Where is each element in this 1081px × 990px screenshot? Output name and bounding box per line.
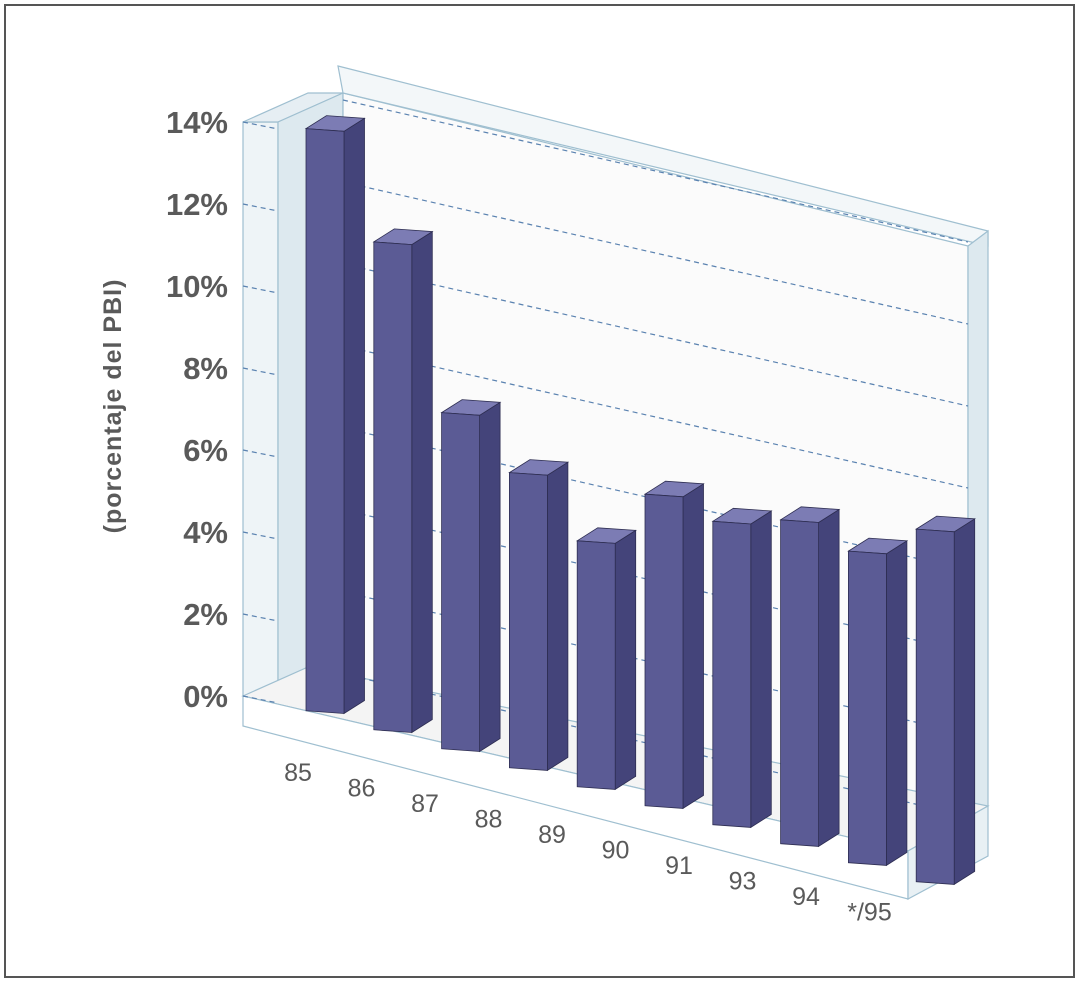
bar-side-86 <box>411 230 433 734</box>
bar-90 <box>643 480 705 810</box>
x-tick-label: 94 <box>792 883 820 911</box>
bar-side-87 <box>479 401 501 753</box>
bar-side-90 <box>682 483 704 810</box>
bar-front-85 <box>305 128 345 714</box>
bar-side-94 <box>886 540 908 867</box>
gridline-back <box>342 181 969 325</box>
bar-front-*/95 <box>915 528 955 885</box>
x-tick-label: 88 <box>475 806 503 834</box>
bar-front-88 <box>508 472 548 771</box>
gridline-left <box>242 203 279 212</box>
x-tick-label: 91 <box>665 852 693 880</box>
bar-side-89 <box>614 529 637 791</box>
gridline-back <box>342 263 969 407</box>
bar-front-94 <box>848 550 887 866</box>
gridline-left <box>242 613 279 622</box>
y-axis-ticks: 0% 2% 4% 6% 8% 10% 12% 14% <box>166 105 228 714</box>
bar-89 <box>575 527 637 791</box>
bar-side-93 <box>818 508 840 848</box>
gridline-back <box>342 345 969 489</box>
x-tick-label: 89 <box>538 821 566 849</box>
gridline-left <box>242 695 279 704</box>
y-tick-label: 4% <box>183 515 228 550</box>
chart-frame: 0% 2% 4% 6% 8% 10% 12% 14% 85 86 87 88 89 90 91 93 94 */… <box>4 4 1075 978</box>
bar-87 <box>440 399 502 753</box>
x-tick-label: 93 <box>729 868 757 896</box>
bar-86 <box>372 228 434 734</box>
bar-side-*/95 <box>953 518 976 886</box>
x-tick-label: */95 <box>847 899 891 927</box>
bar-side-85 <box>343 117 365 715</box>
y-tick-label: 6% <box>183 433 228 468</box>
bar-front-89 <box>576 540 616 790</box>
gridline-back <box>342 99 969 243</box>
y-tick-label: 10% <box>166 269 228 304</box>
bar-94 <box>847 537 909 867</box>
bar-front-87 <box>441 412 481 752</box>
y-tick-label: 2% <box>183 597 228 632</box>
gridline-left <box>242 121 279 130</box>
bar-front-90 <box>644 493 684 809</box>
bar-93 <box>779 506 841 848</box>
bar-85 <box>304 115 366 715</box>
bar-88 <box>508 459 570 772</box>
left-wall-front <box>242 121 279 704</box>
bar-side-88 <box>547 461 569 772</box>
y-tick-label: 0% <box>183 679 228 714</box>
x-tick-label: 86 <box>348 775 376 803</box>
bar-*/95 <box>914 515 976 886</box>
y-tick-label: 12% <box>166 187 228 222</box>
bar-side-91 <box>750 510 772 829</box>
gridline-left <box>242 367 279 376</box>
gridline-left <box>242 531 279 540</box>
x-tick-label: 90 <box>602 837 630 865</box>
bar-front-86 <box>373 241 413 733</box>
y-axis-label: (porcentaje del PBI) <box>99 279 127 534</box>
bar-front-93 <box>780 519 819 847</box>
bar-front-91 <box>712 520 752 828</box>
y-tick-label: 14% <box>166 105 228 140</box>
chart-bars <box>304 115 976 886</box>
gridline-left <box>242 285 279 294</box>
y-tick-label: 8% <box>183 351 228 386</box>
x-axis-ticks: 85 86 87 88 89 90 91 93 94 */95 <box>284 759 892 927</box>
x-tick-label: 87 <box>411 790 439 818</box>
bar-91 <box>711 507 773 829</box>
gridline-left <box>242 449 279 458</box>
bar-chart-3d: 0% 2% 4% 6% 8% 10% 12% 14% 85 86 87 88 89 90 91 93 94 */… <box>99 65 990 927</box>
x-tick-label: 85 <box>284 759 312 787</box>
